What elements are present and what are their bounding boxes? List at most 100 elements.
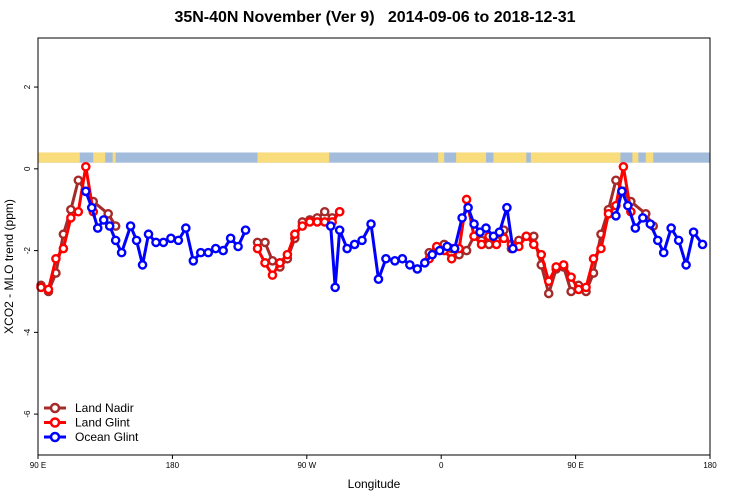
data-point bbox=[463, 202, 473, 213]
data-point bbox=[158, 237, 169, 248]
data-point bbox=[319, 206, 330, 217]
data-point bbox=[461, 245, 472, 256]
legend-item: Land Glint bbox=[44, 416, 130, 430]
data-point bbox=[461, 194, 472, 205]
data-point bbox=[366, 219, 376, 229]
data-point bbox=[297, 221, 308, 231]
data-point bbox=[543, 276, 554, 287]
chart-title: 35N-40N November (Ver 9) 2014-09-06 to 2… bbox=[174, 9, 576, 26]
x-axis-title: Longitude bbox=[348, 477, 401, 491]
legend-swatch-marker bbox=[49, 417, 61, 428]
land-segment bbox=[438, 152, 445, 163]
data-point bbox=[434, 245, 445, 256]
data-point bbox=[566, 272, 576, 282]
land-segment bbox=[632, 152, 639, 163]
data-point bbox=[617, 186, 627, 197]
data-point bbox=[240, 225, 251, 235]
data-point bbox=[66, 204, 76, 215]
data-point bbox=[267, 270, 278, 280]
x-tick-label: 180 bbox=[166, 461, 180, 470]
legend-label: Ocean Glint bbox=[75, 430, 139, 444]
data-point bbox=[188, 256, 199, 266]
data-point bbox=[673, 235, 684, 246]
land-segment bbox=[530, 152, 621, 163]
data-point bbox=[330, 282, 340, 293]
data-point bbox=[494, 227, 505, 237]
data-point bbox=[151, 237, 161, 248]
data-point bbox=[260, 237, 270, 248]
legend-label: Land Nadir bbox=[75, 401, 134, 415]
data-point bbox=[558, 260, 569, 270]
land-segment bbox=[93, 152, 106, 163]
data-point bbox=[588, 253, 599, 264]
data-point bbox=[195, 247, 206, 258]
data-point bbox=[697, 239, 708, 250]
data-point bbox=[80, 161, 91, 172]
data-point bbox=[446, 253, 457, 264]
series-2 bbox=[80, 186, 708, 293]
data-point bbox=[334, 225, 345, 235]
data-point bbox=[43, 284, 54, 295]
data-point bbox=[203, 247, 214, 258]
data-point bbox=[652, 235, 663, 246]
data-point bbox=[260, 258, 270, 268]
data-point bbox=[469, 219, 479, 229]
legend-item: Land Nadir bbox=[44, 401, 134, 415]
data-point bbox=[499, 233, 509, 244]
y-tick-label: -2 bbox=[23, 246, 32, 254]
legend-swatch-marker bbox=[49, 431, 61, 443]
legend-item: Ocean Glint bbox=[44, 430, 139, 444]
data-point bbox=[521, 231, 532, 242]
data-point bbox=[688, 227, 699, 237]
series-line bbox=[40, 165, 95, 291]
data-point bbox=[618, 161, 629, 172]
data-point bbox=[290, 229, 300, 240]
x-tick-label: 180 bbox=[703, 461, 717, 470]
x-axis: 90 E 180 90 W 0 90 E 180 bbox=[30, 455, 717, 470]
data-point bbox=[457, 213, 467, 223]
data-point bbox=[611, 211, 621, 221]
data-point bbox=[638, 213, 648, 223]
data-point bbox=[349, 239, 360, 250]
data-point bbox=[476, 239, 487, 250]
land-segment bbox=[493, 152, 527, 163]
data-point bbox=[304, 217, 315, 227]
data-point bbox=[481, 223, 491, 233]
data-point bbox=[98, 215, 109, 225]
land-segment bbox=[257, 152, 330, 163]
data-point bbox=[645, 219, 656, 229]
data-point bbox=[110, 235, 121, 246]
data-point bbox=[427, 249, 438, 260]
data-point bbox=[137, 260, 148, 270]
y-tick-label: 0 bbox=[23, 166, 32, 171]
data-point bbox=[325, 221, 336, 231]
plot-frame bbox=[37, 37, 711, 456]
data-point bbox=[218, 245, 228, 256]
data-point bbox=[312, 217, 323, 227]
data-point bbox=[390, 256, 400, 266]
data-point bbox=[73, 175, 84, 186]
data-point bbox=[596, 243, 606, 254]
x-tick-label: 0 bbox=[439, 461, 444, 470]
data-point bbox=[92, 223, 103, 233]
data-point bbox=[528, 231, 539, 242]
data-point bbox=[381, 253, 391, 264]
x-tick-label: 90 E bbox=[567, 461, 583, 470]
data-point bbox=[442, 241, 452, 252]
data-point bbox=[603, 208, 614, 219]
data-point bbox=[508, 243, 518, 254]
y-tick-label: -6 bbox=[23, 410, 32, 418]
data-point bbox=[51, 253, 61, 264]
data-point bbox=[275, 258, 285, 268]
series-layer bbox=[36, 161, 708, 299]
series-1 bbox=[36, 161, 636, 295]
data-point bbox=[566, 286, 576, 297]
data-point bbox=[342, 243, 352, 254]
data-point bbox=[225, 233, 236, 244]
data-point bbox=[611, 175, 621, 186]
data-point bbox=[449, 243, 460, 254]
data-point bbox=[666, 223, 676, 233]
land-ocean-strip bbox=[38, 152, 710, 163]
series-line bbox=[427, 165, 633, 291]
